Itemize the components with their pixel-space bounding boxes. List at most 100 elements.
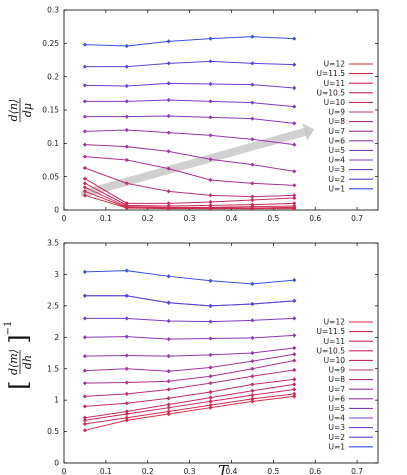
y-tick-label: 0 (54, 206, 59, 215)
legend-label: U=11.5 (317, 69, 346, 78)
data-point (292, 352, 297, 357)
data-point (166, 300, 171, 305)
legend-label: U=9 (328, 108, 345, 117)
data-point (82, 99, 88, 104)
data-point (82, 354, 88, 359)
y-tick-label: 2.5 (47, 301, 59, 310)
series-U=4 (82, 97, 297, 109)
legend-label: U=1 (328, 442, 345, 451)
data-point (166, 39, 171, 44)
data-point (82, 189, 88, 194)
legend-label: U=11 (324, 337, 346, 346)
data-point (250, 350, 255, 356)
data-point (166, 402, 171, 407)
data-point (292, 85, 297, 91)
data-point (208, 389, 213, 395)
data-point (250, 202, 255, 207)
series-U=9 (82, 165, 297, 199)
data-point (166, 113, 171, 119)
panel-2: 0 0.1 0.2 0.3 0.4 0.5 0.6 0.7 0 0.5 1 1.5 2 2.5 3 3.5 U=… (3, 239, 379, 475)
legend-label: U=12 (324, 60, 346, 69)
y-tick-label: 1 (54, 396, 59, 405)
series-U=6 (82, 345, 297, 359)
data-point (250, 100, 255, 105)
data-point (292, 394, 297, 399)
legend-label: U=9 (328, 366, 345, 375)
series-line (84, 82, 295, 89)
x-tick-label: 0.1 (100, 467, 112, 475)
data-point (250, 82, 255, 87)
data-point (124, 157, 129, 163)
data-point (250, 61, 255, 66)
series-U=1 (82, 34, 297, 49)
series-line (84, 36, 295, 47)
series-U=1 (82, 268, 297, 286)
data-point (124, 391, 129, 396)
series-U=10.5 (82, 181, 297, 209)
data-point (292, 377, 297, 382)
data-point (292, 391, 297, 396)
series-line (84, 186, 295, 208)
x-tick-label: 0.6 (309, 467, 321, 475)
data-point (208, 403, 213, 408)
series-U=5 (82, 113, 297, 126)
data-point (292, 201, 297, 206)
data-point (292, 277, 297, 283)
data-point (166, 81, 171, 86)
y-tick-label: 3.5 (47, 239, 59, 248)
series-line (84, 156, 295, 186)
legend-label: U=11 (324, 79, 346, 88)
legend-label: U=5 (328, 146, 345, 155)
y-tick-label: 0.25 (42, 39, 59, 48)
series-U=10 (82, 377, 297, 409)
series-U=7 (82, 352, 297, 374)
data-point (166, 409, 171, 414)
data-point (124, 418, 129, 423)
legend-label: U=6 (328, 136, 345, 145)
data-point (208, 278, 213, 283)
data-point (250, 374, 255, 379)
legend-label: U=2 (328, 175, 345, 184)
data-point (250, 359, 255, 364)
x-tick-label: 0.5 (267, 214, 279, 223)
data-point (250, 137, 255, 142)
data-point (250, 301, 255, 307)
series-line (84, 167, 295, 198)
data-point (82, 176, 88, 181)
x-tick-label: 0.1 (100, 214, 112, 223)
series-line (84, 182, 295, 207)
legend-label: U=3 (328, 423, 345, 432)
series-line (84, 129, 295, 146)
data-point (250, 318, 255, 323)
series-line (84, 395, 295, 431)
data-point (292, 316, 297, 321)
series-line (84, 270, 295, 285)
y-tick-label: 3 (54, 270, 59, 279)
series-line (84, 334, 295, 340)
data-point (208, 405, 213, 410)
data-point (250, 116, 255, 121)
data-point (208, 352, 213, 357)
data-point (250, 194, 255, 199)
y-axis-denominator: dμ (21, 103, 34, 117)
data-point (124, 316, 129, 321)
legend-label: U=7 (328, 385, 345, 394)
data-point (208, 203, 213, 208)
data-point (250, 382, 255, 387)
legend-label: U=10.5 (317, 346, 346, 355)
series-U=11.5 (82, 391, 297, 427)
data-point (124, 268, 129, 273)
data-point (124, 409, 129, 414)
data-point (208, 319, 213, 324)
data-point (292, 333, 297, 338)
data-point (82, 335, 88, 340)
data-point (166, 203, 171, 209)
data-point (208, 177, 213, 183)
legend-label: U=6 (328, 394, 345, 403)
legend-label: U=10 (324, 98, 346, 107)
y-tick-label: 0.05 (42, 172, 59, 181)
data-point (292, 358, 297, 363)
series-line (84, 369, 295, 397)
y-tick-label: 0.15 (42, 106, 59, 115)
data-point (208, 303, 213, 308)
